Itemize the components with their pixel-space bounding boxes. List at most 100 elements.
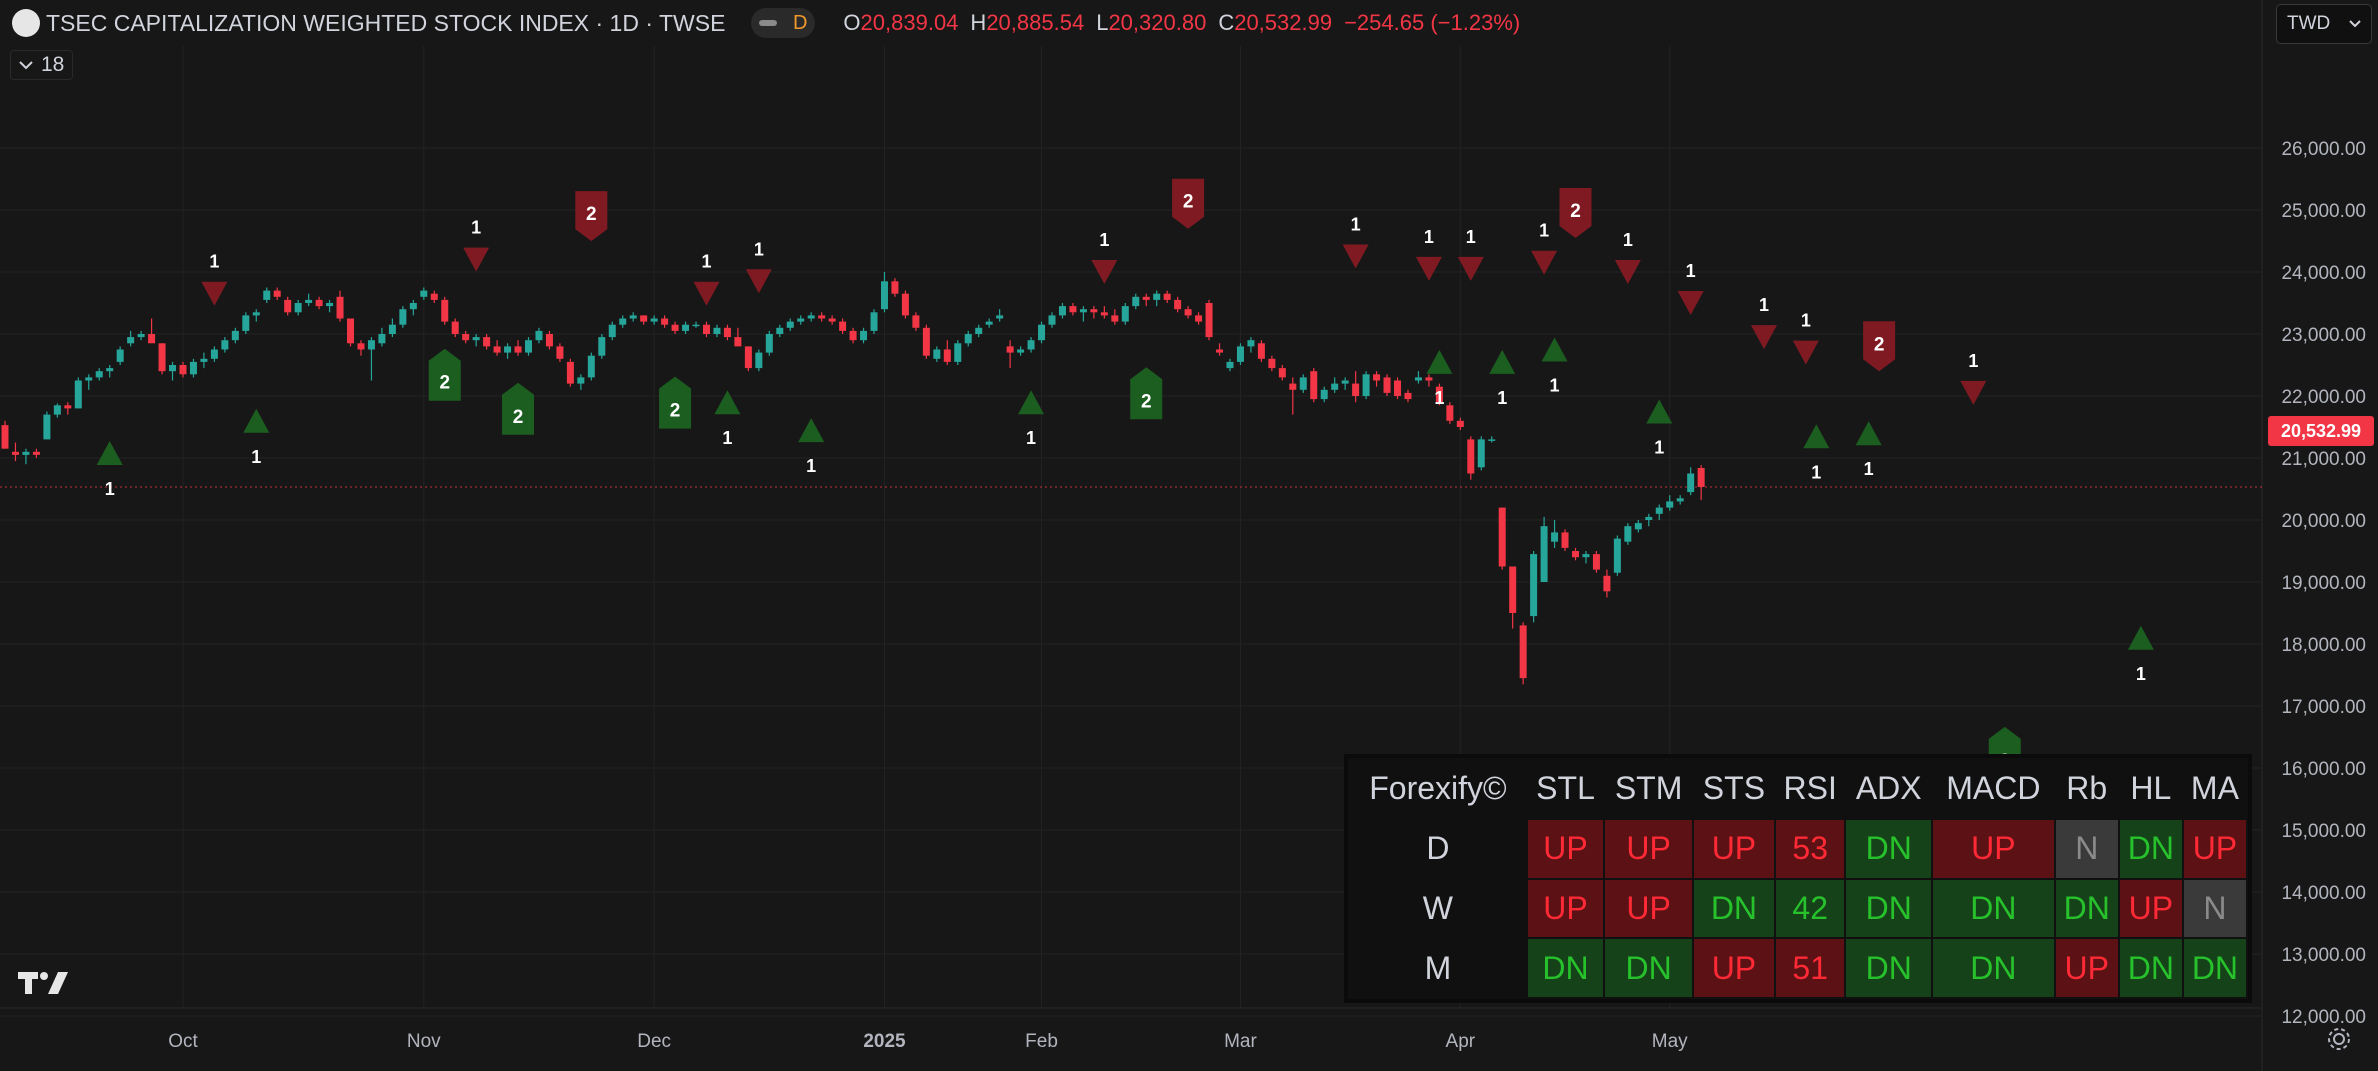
table-cell: N — [2053, 818, 2120, 880]
sell-signal-marker — [201, 281, 228, 306]
sell-signal-marker — [1531, 250, 1558, 275]
sell-signal-marker — [1614, 260, 1641, 284]
buy-signal-marker — [2127, 625, 2154, 650]
chevron-down-icon — [2349, 20, 2361, 28]
currency-select[interactable]: TWD — [2276, 4, 2372, 44]
candle-body — [587, 355, 595, 378]
candle-body — [650, 318, 658, 322]
sell-signal-label: 2 — [1874, 334, 1885, 355]
y-tick-label: 20,000.00 — [2281, 511, 2366, 532]
candle-body — [388, 324, 396, 334]
sell-signal-strong-marker — [1172, 178, 1205, 229]
candle-body — [1100, 312, 1108, 316]
symbol-logo-icon — [12, 9, 40, 37]
candle-body — [462, 334, 470, 341]
candle-body — [545, 334, 553, 347]
candle-body — [305, 299, 313, 303]
candle-body — [723, 327, 731, 338]
sell-signal-label: 1 — [1351, 215, 1361, 235]
candle-body — [242, 315, 250, 331]
candle-body — [1331, 383, 1339, 390]
candle-body — [95, 371, 103, 378]
candle-body — [148, 334, 156, 344]
forexify-title: Forexify© — [1369, 769, 1507, 806]
tradingview-logo-icon[interactable] — [18, 968, 70, 996]
last-price-label: 20,532.99 — [2268, 416, 2374, 446]
buy-signal-label: 1 — [1811, 462, 1821, 482]
x-tick-label: Dec — [637, 1031, 671, 1052]
candle-body — [1247, 340, 1255, 347]
symbol-title[interactable]: TSEC CAPITALIZATION WEIGHTED STOCK INDEX… — [46, 9, 726, 36]
candle-body — [347, 318, 355, 344]
buy-signal-strong-marker — [1130, 367, 1163, 420]
candle-body — [1655, 507, 1663, 514]
candle-body — [964, 334, 972, 344]
table-row: D UP UP UP 53 DN UP N DN UP — [1348, 818, 2249, 880]
candle-body — [1310, 371, 1318, 400]
buy-signal-label: 1 — [1864, 459, 1874, 479]
candle-body — [640, 315, 648, 322]
candle-body — [975, 327, 983, 334]
candle-body — [880, 281, 888, 310]
candle-body — [1414, 377, 1422, 381]
candle-body — [1582, 554, 1590, 558]
sell-signal-label: 1 — [471, 218, 481, 238]
table-cell: UP — [2117, 877, 2184, 940]
sell-signal-label: 2 — [1183, 192, 1194, 213]
candle-body — [985, 321, 993, 325]
sell-signal-marker — [1091, 260, 1118, 284]
candle-body — [1006, 346, 1014, 353]
candle-body — [1373, 374, 1381, 381]
table-cell: DN — [1930, 877, 2056, 940]
currency-label: TWD — [2287, 13, 2331, 34]
indicators-toggle[interactable]: 18 — [10, 50, 74, 80]
column-header: RSI — [1783, 769, 1837, 806]
candle-body — [1456, 420, 1464, 427]
sell-signal-label: 1 — [754, 239, 764, 259]
candle-body — [1561, 532, 1569, 548]
candle-body — [179, 365, 187, 375]
gear-icon[interactable] — [2326, 1026, 2352, 1052]
y-tick-label: 25,000.00 — [2281, 201, 2366, 222]
candle-body — [1362, 374, 1370, 396]
x-tick-label: May — [1652, 1031, 1688, 1052]
candle-body — [273, 290, 281, 297]
candle-body — [776, 327, 784, 334]
candle-body — [1446, 405, 1454, 421]
sell-signal-marker — [745, 269, 772, 294]
column-header: MACD — [1946, 769, 2041, 806]
candle-body — [661, 318, 669, 325]
y-tick-label: 23,000.00 — [2281, 325, 2366, 346]
candle-body — [1069, 306, 1077, 313]
table-cell: DN — [2053, 877, 2120, 940]
candle-body — [53, 405, 61, 415]
table-cell: UP — [1525, 818, 1606, 880]
candle-body — [158, 343, 166, 372]
column-header: Rb — [2066, 769, 2108, 806]
buy-signal-label: 2 — [670, 401, 681, 422]
table-cell: UP — [1691, 818, 1776, 880]
candle-body — [1687, 473, 1695, 493]
buy-signal-label: 1 — [251, 447, 261, 467]
buy-signal-strong-marker — [502, 382, 535, 435]
buy-signal-marker — [1803, 424, 1830, 449]
candle-body — [1435, 386, 1443, 403]
candle-body — [420, 290, 428, 297]
candle-body — [619, 318, 627, 325]
candle-body — [1624, 526, 1632, 542]
candle-body — [1613, 538, 1621, 573]
candle-body — [1257, 343, 1265, 359]
table-cell: 51 — [1773, 937, 1847, 999]
buy-signal-marker — [243, 408, 270, 433]
candle-body — [744, 346, 752, 369]
sell-signal-marker — [1415, 256, 1442, 281]
candle-body — [430, 293, 438, 300]
candle-body — [1477, 439, 1485, 468]
candle-body — [755, 352, 763, 369]
interval-badge[interactable]: D — [751, 8, 816, 38]
candle-body — [85, 377, 93, 381]
sell-signal-label: 1 — [1801, 311, 1811, 331]
candle-body — [189, 361, 197, 375]
candle-body — [671, 324, 679, 331]
